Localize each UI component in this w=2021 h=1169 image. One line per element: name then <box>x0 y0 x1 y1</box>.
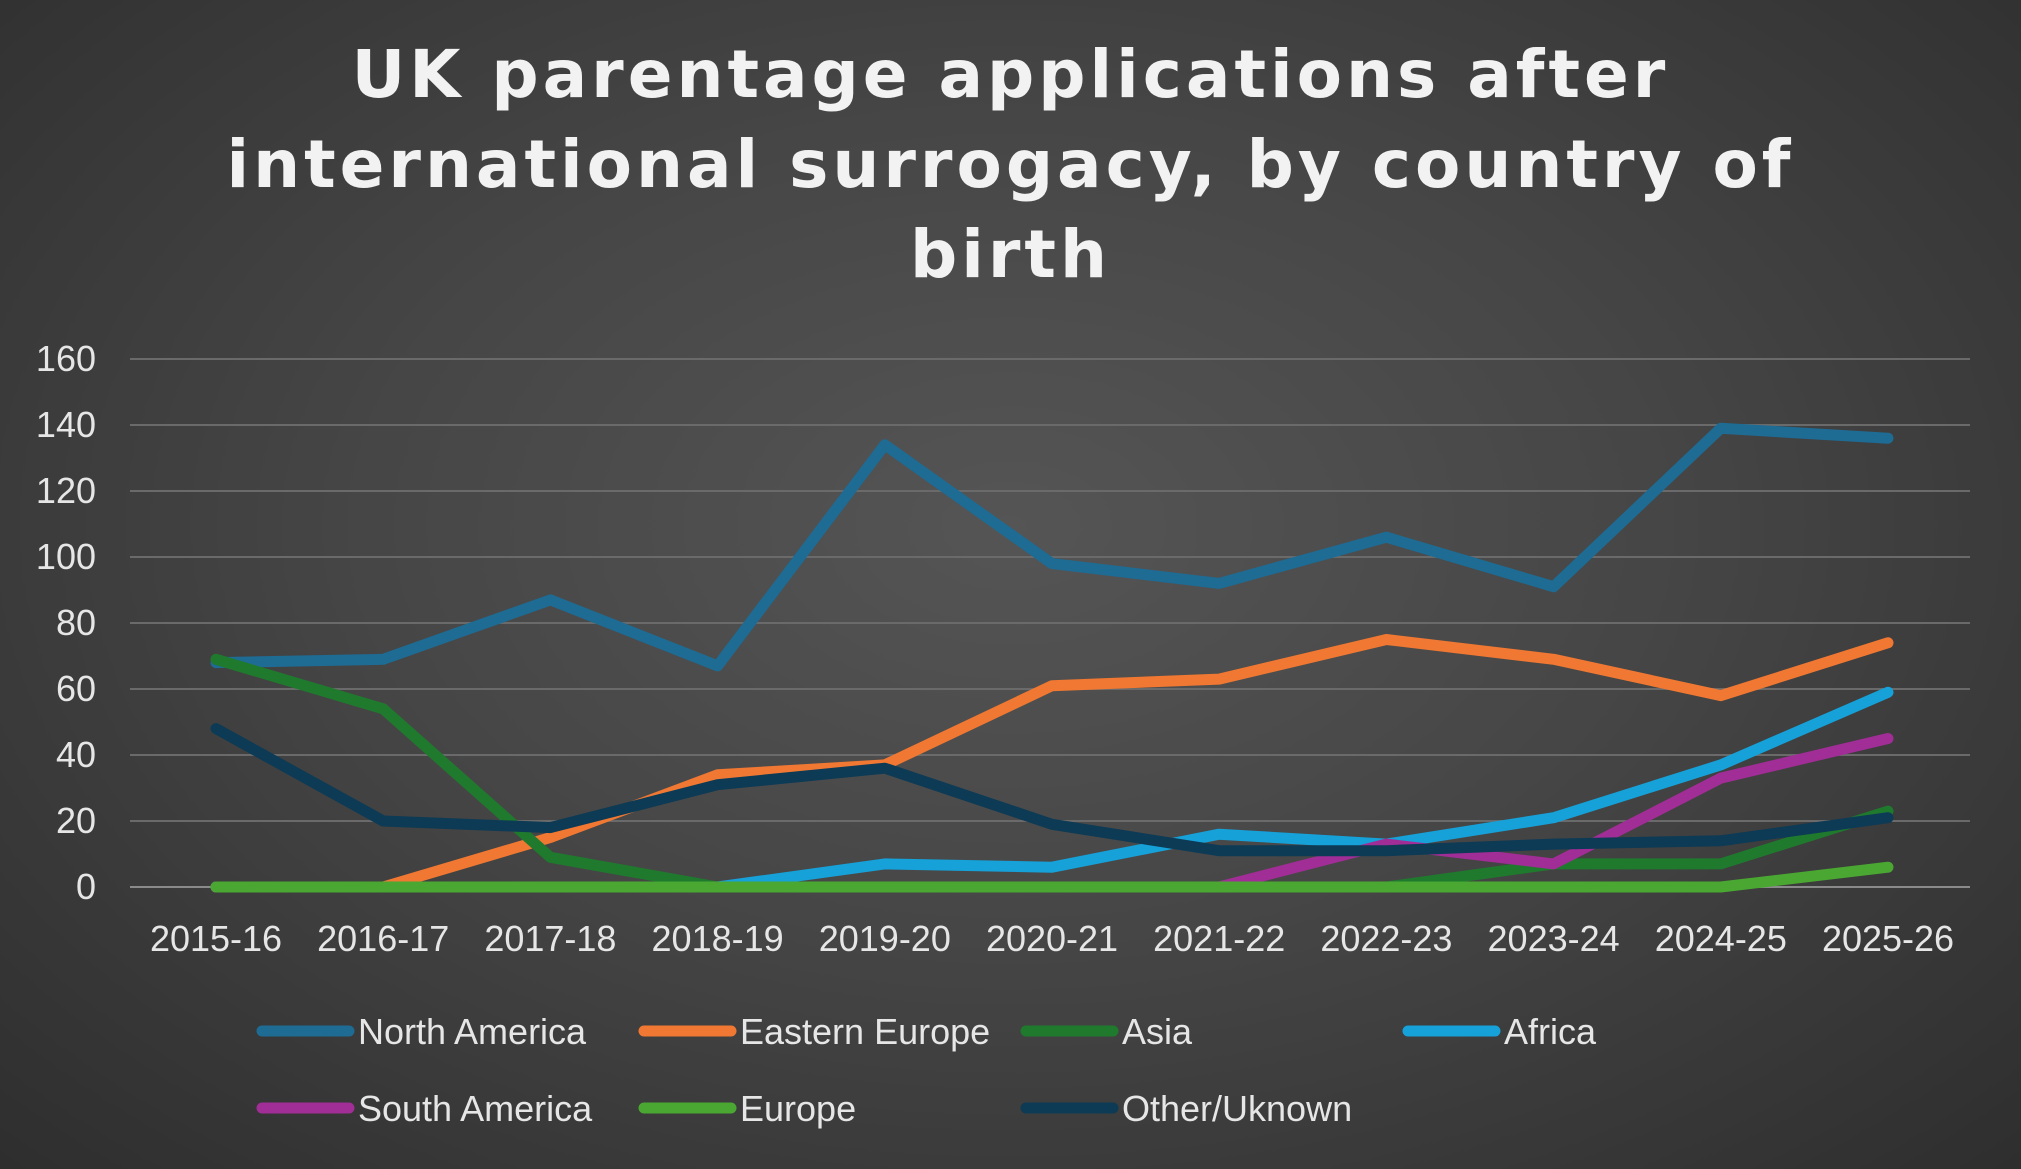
x-tick-label: 2023-24 <box>1488 918 1620 959</box>
series-line-other-uknown <box>210 723 1894 857</box>
y-axis: 0 20 40 60 80 100 120 140 160 <box>36 338 96 907</box>
series-line-asia <box>210 653 1894 893</box>
x-axis: 2015-16 2016-17 2017-18 2018-19 2019-20 2020-… <box>150 918 1954 959</box>
chart-title-line-2: international surrogacy, by country of <box>226 126 1795 203</box>
y-tick-label: 120 <box>36 470 96 511</box>
y-tick-label: 100 <box>36 536 96 577</box>
y-tick-label: 80 <box>56 602 96 643</box>
x-tick-label: 2017-18 <box>484 918 616 959</box>
x-tick-label: 2016-17 <box>317 918 449 959</box>
legend: North America Eastern Europe Asia Africa Sou… <box>256 1011 1597 1129</box>
x-tick-label: 2024-25 <box>1655 918 1787 959</box>
y-tick-label: 20 <box>56 800 96 841</box>
legend-label: Asia <box>1122 1011 1193 1052</box>
x-tick-label: 2020-21 <box>986 918 1118 959</box>
legend-item: Europe <box>638 1088 856 1129</box>
legend-item: Africa <box>1402 1011 1597 1052</box>
legend-label: North America <box>358 1011 587 1052</box>
y-tick-label: 160 <box>36 338 96 379</box>
legend-item: Asia <box>1020 1011 1193 1052</box>
legend-item: North America <box>256 1011 587 1052</box>
gridlines <box>130 358 1970 888</box>
x-tick-label: 2019-20 <box>819 918 951 959</box>
legend-label: South America <box>358 1088 593 1129</box>
chart-title: UK parentage applications after internat… <box>0 30 2021 300</box>
x-tick-label: 2018-19 <box>652 918 784 959</box>
legend-item: South America <box>256 1088 593 1129</box>
series-line-eastern-europe <box>210 634 1894 893</box>
legend-item: Other/Uknown <box>1020 1088 1352 1129</box>
series-line-europe <box>210 861 1894 893</box>
x-tick-label: 2025-26 <box>1822 918 1954 959</box>
y-tick-label: 60 <box>56 668 96 709</box>
legend-label: Other/Uknown <box>1122 1088 1352 1129</box>
x-tick-label: 2022-23 <box>1320 918 1452 959</box>
legend-label: Africa <box>1504 1011 1597 1052</box>
x-tick-label: 2015-16 <box>150 918 282 959</box>
chart-title-line-3: birth <box>910 216 1111 293</box>
chart-title-line-1: UK parentage applications after <box>351 36 1670 113</box>
legend-item: Eastern Europe <box>638 1011 990 1052</box>
y-tick-label: 40 <box>56 734 96 775</box>
legend-label: Eastern Europe <box>740 1011 990 1052</box>
series-line-north-america <box>210 422 1894 672</box>
x-tick-label: 2021-22 <box>1153 918 1285 959</box>
y-tick-label: 0 <box>76 866 96 907</box>
series-lines <box>210 422 1894 893</box>
y-tick-label: 140 <box>36 404 96 445</box>
legend-label: Europe <box>740 1088 856 1129</box>
